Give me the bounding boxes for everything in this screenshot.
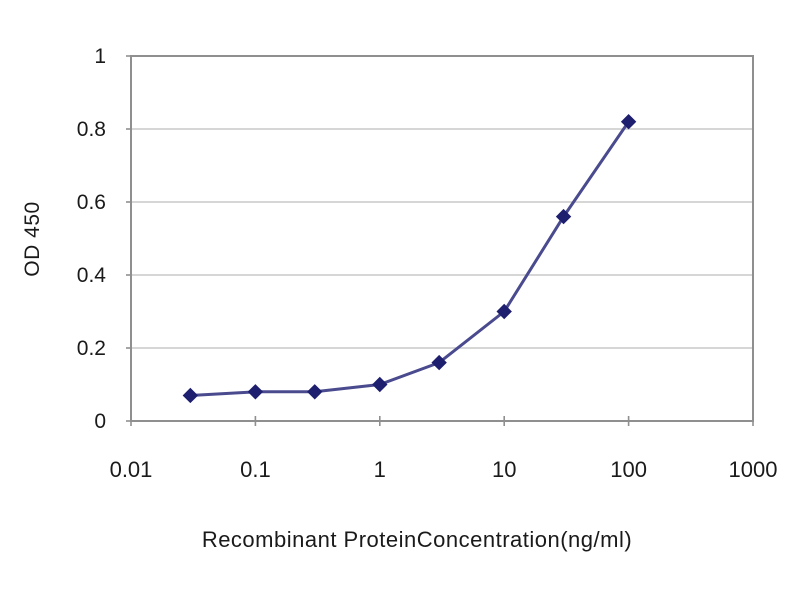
data-point-marker <box>496 303 512 320</box>
y-axis-title: OD 450 <box>21 201 44 277</box>
x-tick-label: 1000 <box>729 457 778 482</box>
x-tick-label: 10 <box>492 457 516 482</box>
x-tick-label: 100 <box>610 457 647 482</box>
data-point-marker <box>431 354 447 371</box>
y-tick-label: 0 <box>94 410 106 433</box>
data-point-marker <box>247 384 264 400</box>
data-point-marker <box>555 208 572 225</box>
plot-border <box>130 55 754 422</box>
x-tick-label: 0.01 <box>110 457 153 482</box>
y-tick-label: 0.2 <box>77 337 106 360</box>
data-point-marker <box>620 113 637 130</box>
y-tick-label: 0.4 <box>77 264 107 287</box>
data-point-marker <box>372 376 388 393</box>
y-tick-label: 0.8 <box>77 118 106 141</box>
data-point-marker <box>307 384 323 400</box>
x-tick-label: 0.1 <box>240 457 271 482</box>
x-axis-title: Recombinant ProteinConcentration(ng/ml) <box>201 527 633 552</box>
x-tick-label: 1 <box>374 457 386 482</box>
y-tick-label: 0.6 <box>77 191 106 214</box>
y-tick-label: 1 <box>94 45 106 68</box>
data-point-marker <box>182 387 199 404</box>
series-line <box>190 120 630 397</box>
